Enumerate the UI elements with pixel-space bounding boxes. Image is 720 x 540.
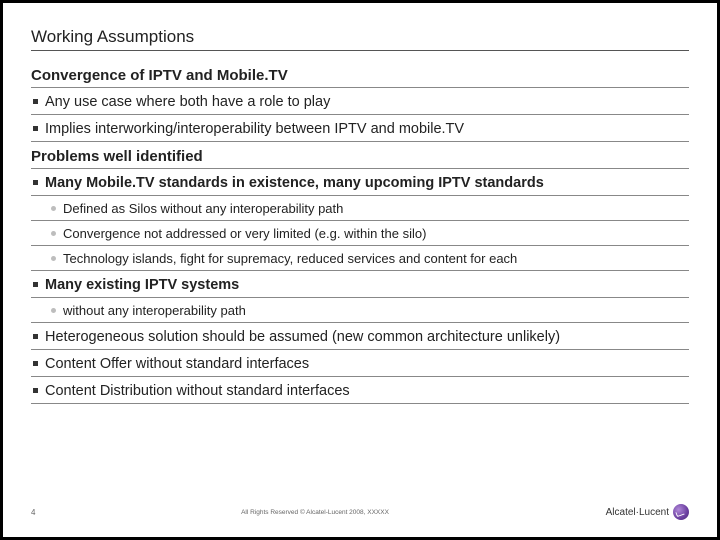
bullet-level-1: Many existing IPTV systems: [31, 271, 689, 298]
bullet-level-1: Many Mobile.TV standards in existence, m…: [31, 169, 689, 196]
brand-text: Alcatel·Lucent: [606, 507, 669, 518]
bullet-level-2: Convergence not addressed or very limite…: [31, 221, 689, 246]
bullet-level-1: Content Distribution without standard in…: [31, 377, 689, 404]
bullet-level-1: Any use case where both have a role to p…: [31, 88, 689, 115]
content-list: Convergence of IPTV and Mobile.TVAny use…: [31, 61, 689, 495]
bullet-level-1: Content Offer without standard interface…: [31, 350, 689, 377]
section-subheading: Convergence of IPTV and Mobile.TV: [31, 63, 689, 88]
page-number: 4: [31, 508, 51, 517]
brand: Alcatel·Lucent: [579, 504, 689, 520]
bullet-level-2: without any interoperability path: [31, 298, 689, 323]
slide: Working Assumptions Convergence of IPTV …: [3, 3, 717, 537]
bullet-level-1: Implies interworking/interoperability be…: [31, 115, 689, 142]
slide-title: Working Assumptions: [31, 27, 689, 51]
brand-logo-icon: [673, 504, 689, 520]
copyright-text: All Rights Reserved © Alcatel-Lucent 200…: [51, 509, 579, 516]
footer: 4 All Rights Reserved © Alcatel-Lucent 2…: [31, 501, 689, 523]
bullet-level-2: Technology islands, fight for supremacy,…: [31, 246, 689, 271]
bullet-level-2: Defined as Silos without any interoperab…: [31, 196, 689, 221]
section-subheading: Problems well identified: [31, 144, 689, 169]
bullet-level-1: Heterogeneous solution should be assumed…: [31, 323, 689, 350]
